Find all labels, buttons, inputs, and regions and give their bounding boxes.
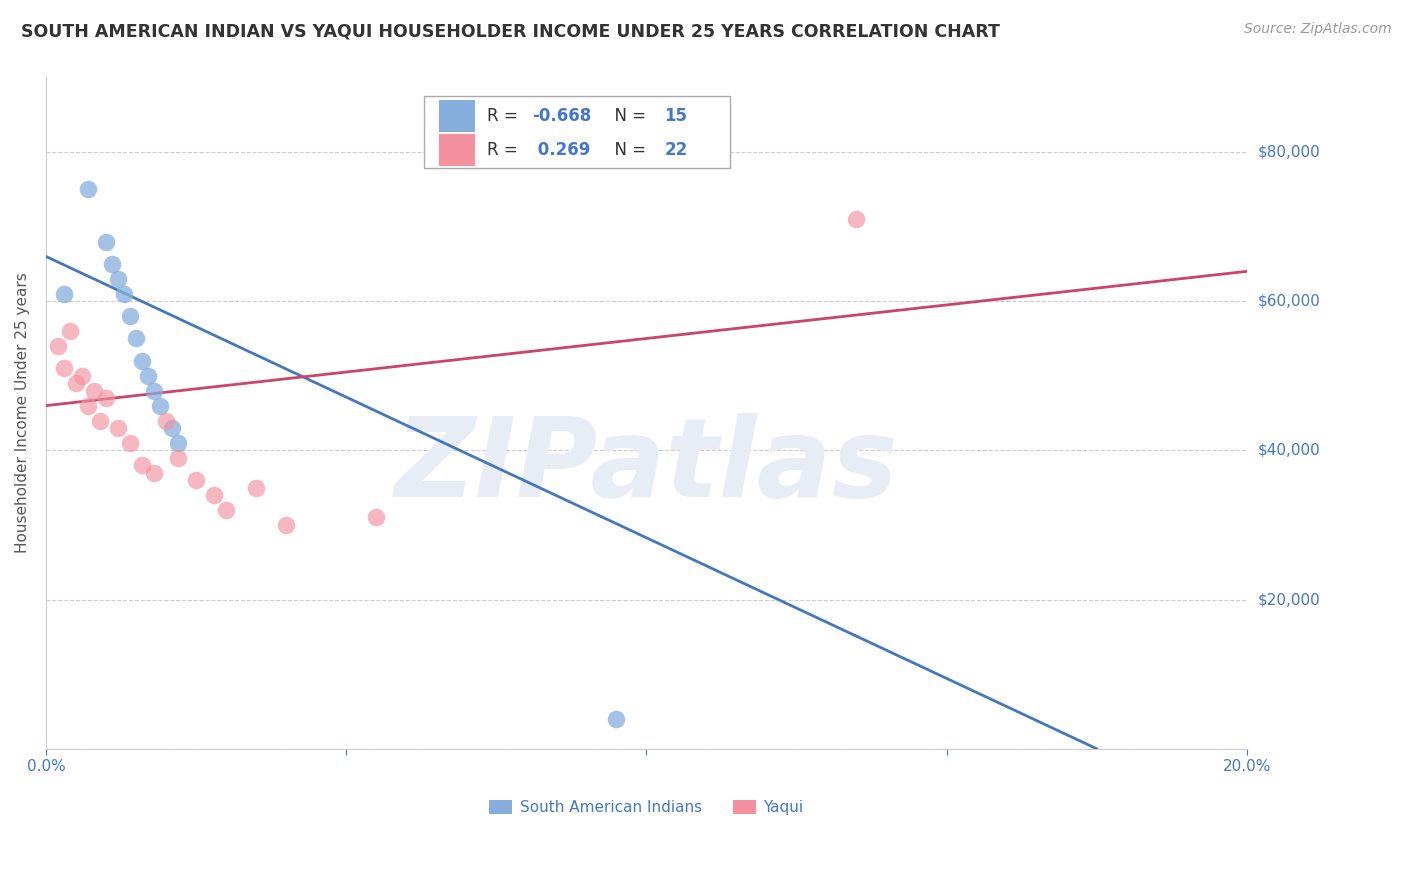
Point: [184, 473, 207, 487]
Text: 15: 15: [665, 107, 688, 125]
Point: [274, 518, 297, 533]
Point: [83, 384, 105, 398]
Text: $60,000: $60,000: [1258, 293, 1320, 309]
Text: ZIPatlas: ZIPatlas: [395, 413, 898, 520]
Point: [101, 257, 124, 271]
Point: [125, 331, 148, 345]
Point: [107, 421, 129, 435]
Point: [131, 458, 153, 473]
Point: [89, 413, 111, 427]
Text: SOUTH AMERICAN INDIAN VS YAQUI HOUSEHOLDER INCOME UNDER 25 YEARS CORRELATION CHA: SOUTH AMERICAN INDIAN VS YAQUI HOUSEHOLD…: [21, 22, 1000, 40]
Text: $40,000: $40,000: [1258, 442, 1320, 458]
Point: [53, 361, 76, 376]
Bar: [439, 134, 475, 166]
Point: [77, 399, 100, 413]
Point: [53, 286, 76, 301]
Text: N =: N =: [605, 107, 652, 125]
Point: [143, 466, 166, 480]
Text: Source: ZipAtlas.com: Source: ZipAtlas.com: [1244, 22, 1392, 37]
Point: [366, 510, 388, 524]
Point: [118, 436, 141, 450]
Point: [167, 450, 190, 465]
Point: [131, 354, 153, 368]
Point: [59, 324, 82, 338]
Point: [245, 481, 267, 495]
Text: 0.269: 0.269: [533, 141, 591, 159]
Point: [107, 272, 129, 286]
Point: [149, 399, 172, 413]
Point: [94, 235, 117, 249]
Text: R =: R =: [486, 107, 523, 125]
Point: [605, 712, 627, 726]
Point: [112, 286, 135, 301]
Point: [845, 212, 868, 227]
Text: 22: 22: [665, 141, 688, 159]
Point: [167, 436, 190, 450]
Point: [70, 368, 93, 383]
Point: [46, 339, 69, 353]
Text: $20,000: $20,000: [1258, 592, 1320, 607]
Point: [215, 503, 238, 517]
Legend: South American Indians, Yaqui: South American Indians, Yaqui: [484, 794, 810, 822]
Point: [77, 182, 100, 196]
Point: [143, 384, 166, 398]
Point: [136, 368, 159, 383]
Point: [202, 488, 225, 502]
Point: [94, 391, 117, 405]
Y-axis label: Householder Income Under 25 years: Householder Income Under 25 years: [15, 273, 30, 553]
Point: [160, 421, 183, 435]
Text: -0.668: -0.668: [533, 107, 592, 125]
Point: [155, 413, 177, 427]
Bar: [439, 100, 475, 132]
FancyBboxPatch shape: [425, 95, 730, 168]
Point: [118, 309, 141, 323]
Text: $80,000: $80,000: [1258, 145, 1320, 160]
Point: [65, 376, 87, 391]
Text: N =: N =: [605, 141, 652, 159]
Text: R =: R =: [486, 141, 523, 159]
